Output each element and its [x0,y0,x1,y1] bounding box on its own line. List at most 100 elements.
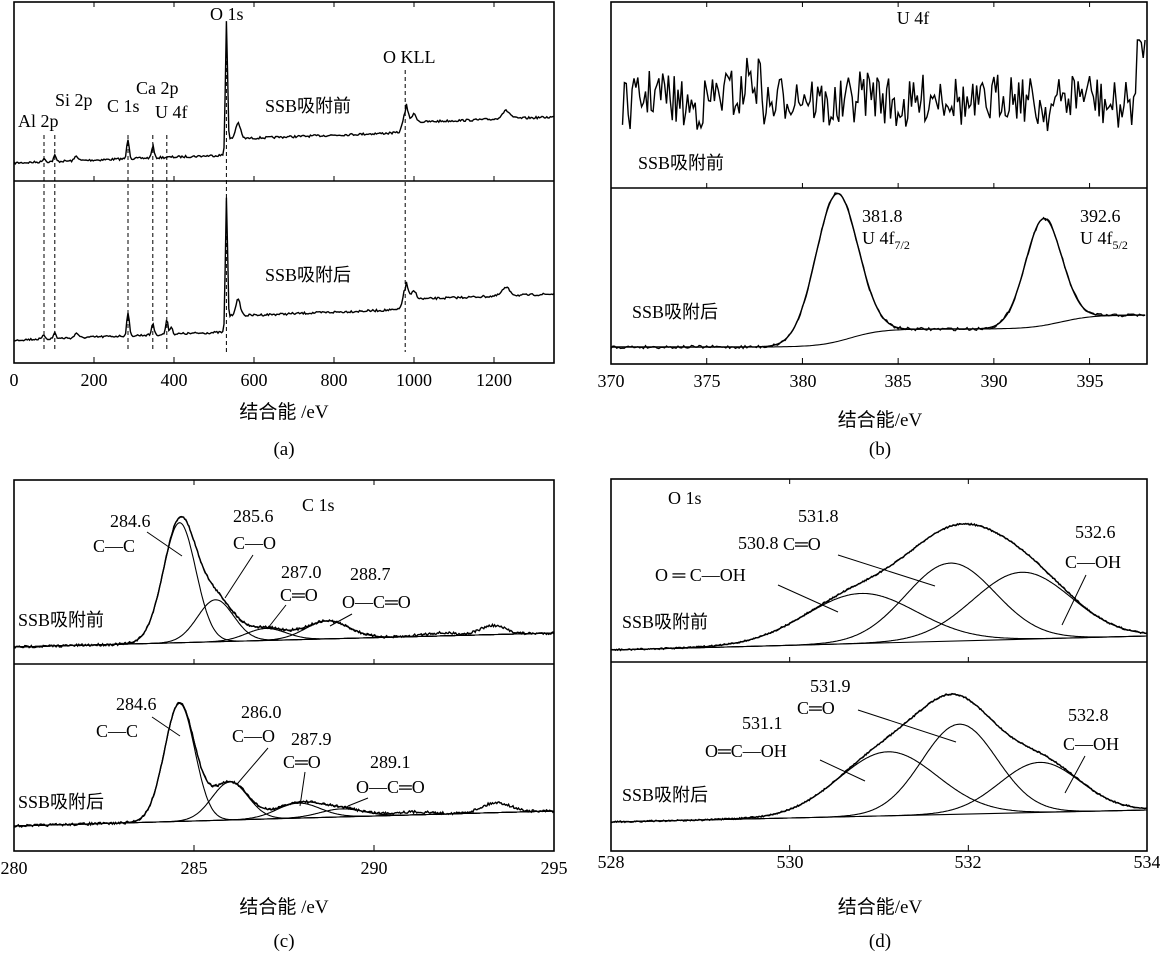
tick-label-200: 200 [81,370,108,390]
tick-label-600: 600 [241,370,268,390]
panel-d-ticks [610,479,1148,851]
panel-c: C 1s SSB吸附前 SSB吸附后 284.6 C—C 285.6 C—O 2… [1,479,568,952]
leader-c-b1 [146,531,183,557]
peak-value-284-6: 284.6 [116,694,157,714]
peak-value-392-6: 392.6 [1080,206,1121,226]
peak-label-o-c-eq-o: O—C═O [356,777,425,797]
peak-value-381-8: 381.8 [862,206,903,226]
fit-component-curve [611,571,1148,651]
panel-a-peak-guides [43,40,406,352]
panel-b-title: U 4f [897,8,930,28]
spectrum-after [13,701,555,828]
tick-label-285: 285 [181,858,208,878]
leader-d-b2 [837,554,936,587]
peak-value-286-0: 286.0 [241,702,282,722]
peak-value-531-1: 531.1 [742,713,783,733]
tick-label-532: 532 [955,852,982,872]
leader-c-a2 [237,747,269,784]
panel-c-fit-after [13,701,555,828]
peak-value-285-6: 285.6 [233,506,274,526]
peak-label-c-oh: C—OH [1065,552,1121,572]
peak-label-u4f52: U 4f5/2 [1080,228,1128,252]
leader-d-a3 [1064,755,1086,794]
peak-value-287-9: 287.9 [291,729,332,749]
tick-label-800: 800 [321,370,348,390]
peak-value-530-8: 530.8 [738,533,779,553]
peak-value-289-1: 289.1 [370,752,411,772]
peak-value-532-6: 532.6 [1075,522,1116,542]
leader-c-b2 [224,554,254,599]
peak-label-c-o: C—O [233,533,276,553]
tick-label-530: 530 [777,852,804,872]
series-label-before: SSB吸附前 [622,612,708,632]
caption-d: (d) [869,931,891,952]
leader-c-a3 [299,771,306,807]
caption-b: (b) [869,439,891,460]
peak-value-531-9: 531.9 [810,676,851,696]
caption-a: (a) [273,439,294,460]
panel-d-frame [610,478,1148,852]
label-ca-2p: Ca 2p [136,78,179,98]
series-label-after: SSB吸附后 [18,792,104,812]
tick-label-295: 295 [541,858,568,878]
tick-label-280: 280 [1,858,28,878]
series-label-before: SSB吸附前 [265,96,351,116]
series-label-before: SSB吸附前 [18,610,104,630]
panel-a-frame [13,1,555,364]
spectrum-before [13,516,555,650]
peak-label-o-eq-c-oh: O ═ C—OH [655,565,746,585]
peak-label-c-o: C—O [232,726,275,746]
tick-label-534: 534 [1134,852,1160,872]
panel-a-ticks [13,2,495,363]
peak-label-c-eq-o: C═O [283,752,321,772]
label-o-1s: O 1s [210,4,244,24]
panel-c-fit-before [13,515,555,650]
tick-label-380: 380 [790,371,817,391]
leader-d-a2 [857,709,957,743]
peak-label-c-eq-o: C═O [783,534,821,554]
leader-d-b1 [777,584,839,613]
peak-label-c-eq-o: C═O [280,585,318,605]
peak-value-287-0: 287.0 [281,562,322,582]
tick-label-400: 400 [161,370,188,390]
peak-label-o-eq-c-oh: O═C—OH [705,741,787,761]
peak-label-c-c: C—C [96,721,138,741]
series-label-after: SSB吸附后 [622,785,708,805]
tick-label-0: 0 [10,370,19,390]
panel-a: Al 2p Si 2p C 1s Ca 2p U 4f O 1s O KLL S… [10,1,555,460]
label-al-2p: Al 2p [18,111,59,131]
peak-label-c-eq-o: C═O [797,698,835,718]
panel-d-fit-after [610,692,1148,824]
leader-c-b3 [267,604,287,629]
panel-c-title: C 1s [302,495,335,515]
peak-value-531-8: 531.8 [798,506,839,526]
series-label-after: SSB吸附后 [265,265,351,285]
series-label-before: SSB吸附前 [638,153,724,173]
leader-c-b4 [329,613,353,627]
panel-d: O 1s SSB吸附前 SSB吸附后 530.8 O ═ C—OH 531.8 … [598,478,1160,952]
x-axis-title-d: 结合能/eV [838,896,923,918]
spectrum-before [610,522,1148,652]
label-c-1s: C 1s [107,96,140,116]
x-axis-title-c: 结合能 /eV [239,896,328,918]
x-axis-title-b: 结合能/eV [838,409,923,431]
label-u-4f: U 4f [155,102,188,122]
peak-value-284-6: 284.6 [110,511,151,531]
x-axis-title-a: 结合能 /eV [239,401,328,423]
tick-label-390: 390 [981,371,1008,391]
tick-label-1200: 1200 [476,370,512,390]
panel-d-title: O 1s [668,488,702,508]
tick-label-395: 395 [1077,371,1104,391]
peak-value-532-8: 532.8 [1068,705,1109,725]
peak-label-c-oh: C—OH [1063,734,1119,754]
tick-label-375: 375 [694,371,721,391]
panel-b: U 4f SSB吸附前 SSB吸附后 381.8 U 4f7/2 392.6 U… [598,1,1148,460]
peak-label-o-c-eq-o: O—C═O [342,592,411,612]
panel-d-fit-before [610,522,1148,652]
panel-c-frame [13,479,555,852]
panel-a-spectrum-before [13,21,555,166]
tick-label-290: 290 [361,858,388,878]
leader-d-a1 [819,759,866,782]
panel-b-spectrum-after [610,192,1146,350]
